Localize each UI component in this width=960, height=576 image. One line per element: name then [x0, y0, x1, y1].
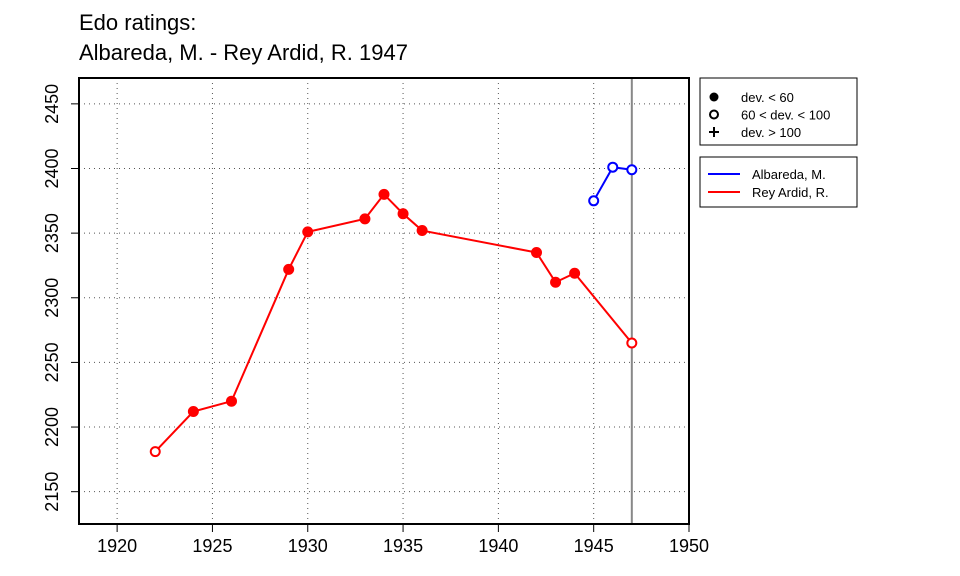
y-tick-label: 2200 — [42, 407, 62, 447]
data-point — [187, 406, 199, 418]
data-point — [569, 267, 581, 279]
chart-title-line1: Edo ratings: — [79, 10, 196, 35]
series-line — [154, 192, 633, 453]
data-point — [359, 213, 371, 225]
series-legend-label: Rey Ardid, R. — [752, 185, 829, 200]
data-point — [397, 208, 409, 220]
x-tick-label: 1940 — [478, 536, 518, 556]
x-tick-label: 1925 — [192, 536, 232, 556]
y-tick-label: 2400 — [42, 148, 62, 188]
series-legend: Albareda, M. Rey Ardid, R. — [699, 156, 858, 208]
data-point — [626, 337, 638, 349]
data-point — [302, 226, 314, 238]
grid-layer — [79, 78, 690, 524]
y-tick-label: 2450 — [42, 84, 62, 124]
data-point — [550, 276, 562, 288]
x-tick-label: 1930 — [288, 536, 328, 556]
data-point — [607, 161, 619, 173]
deviation-legend-box — [699, 77, 858, 146]
x-tick-label: 1920 — [97, 536, 137, 556]
plot-frame — [78, 77, 690, 525]
series-layer — [149, 161, 638, 458]
deviation-legend-label: 60 < dev. < 100 — [741, 108, 830, 123]
data-point — [283, 263, 295, 275]
data-point — [626, 164, 638, 176]
x-tick-label: 1945 — [574, 536, 614, 556]
deviation-legend-label: dev. > 100 — [741, 125, 801, 140]
data-point — [416, 225, 428, 237]
data-point — [226, 395, 237, 407]
data-point — [378, 188, 390, 200]
y-tick-label: 2300 — [42, 278, 62, 318]
x-tick-label: 1950 — [669, 536, 709, 556]
data-point — [588, 195, 600, 207]
data-point — [149, 446, 161, 458]
y-tick-label: 2350 — [42, 213, 62, 253]
series-legend-label: Albareda, M. — [752, 167, 826, 182]
chart-title-line2: Albareda, M. - Rey Ardid, R. 1947 — [79, 40, 408, 65]
plus-icon — [709, 127, 719, 137]
filled-circle-icon — [709, 92, 719, 102]
series-legend-box — [699, 156, 858, 208]
data-point — [531, 247, 542, 259]
y-tick-label: 2150 — [42, 472, 62, 512]
x-axis: 1920 1925 1930 1935 1940 1945 1950 — [97, 524, 709, 556]
y-axis: 2150 2200 2250 2300 2350 2400 2450 — [42, 84, 79, 512]
y-tick-label: 2250 — [42, 342, 62, 382]
open-circle-icon — [709, 109, 719, 120]
deviation-legend-label: dev. < 60 — [741, 90, 794, 105]
x-tick-label: 1935 — [383, 536, 423, 556]
deviation-legend: dev. < 60 60 < dev. < 100 dev. > 100 — [699, 77, 858, 146]
